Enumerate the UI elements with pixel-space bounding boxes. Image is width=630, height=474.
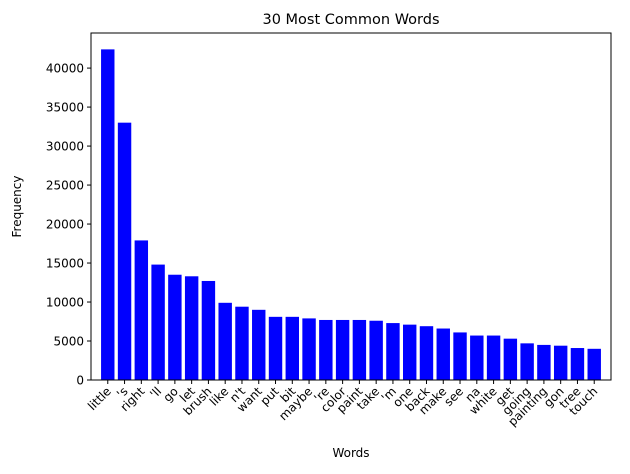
y-tick-label-1: 5000 (53, 335, 84, 349)
bar-12 (302, 318, 316, 380)
bar-28 (570, 348, 585, 380)
bar-18 (403, 324, 417, 380)
bar-4 (168, 274, 182, 380)
bar-20 (436, 328, 450, 380)
bar-25 (520, 343, 534, 380)
x-tick-label-21: see (441, 384, 466, 409)
bar-19 (419, 326, 434, 380)
bar-6 (201, 280, 216, 380)
y-tick-label-5: 25000 (46, 179, 84, 193)
bar-2 (134, 240, 149, 380)
y-axis: 0 5000 10000 15000 20000 25000 30000 35000 40000 (46, 62, 91, 388)
y-tick-label-3: 15000 (46, 257, 84, 271)
bar-7 (218, 302, 232, 380)
x-tick-label-0: little (85, 384, 114, 413)
y-axis-label: Frequency (10, 176, 24, 238)
bar-21 (453, 332, 467, 380)
y-tick-label-0: 0 (76, 374, 84, 388)
plot-frame (90, 32, 612, 381)
bar-3 (151, 264, 165, 380)
bar-9 (252, 309, 266, 380)
bar-1 (117, 122, 132, 381)
y-tick-label-6: 30000 (46, 140, 84, 154)
bar-27 (553, 345, 568, 380)
bar-13 (319, 319, 333, 380)
bar-23 (486, 335, 501, 380)
y-tick-label-4: 20000 (46, 218, 84, 232)
bar-10 (268, 316, 283, 380)
y-tick-label-8: 40000 (46, 62, 84, 76)
bar-14 (335, 319, 350, 380)
bar-15 (352, 319, 367, 380)
y-tick-label-2: 10000 (46, 296, 84, 310)
bar-0 (101, 49, 115, 380)
bar-17 (386, 323, 400, 380)
bars-group (101, 49, 601, 381)
bar-29 (587, 348, 601, 380)
bar-22 (470, 335, 484, 380)
x-axis: little'sright'llgoletbrushliken'twantput… (85, 380, 600, 429)
x-axis-label: Words (332, 446, 369, 460)
chart-title: 30 Most Common Words (262, 12, 439, 28)
bar-8 (235, 306, 249, 380)
bar-5 (184, 276, 199, 380)
bar-11 (285, 316, 299, 380)
y-tick-label-7: 35000 (46, 101, 84, 115)
bar-26 (537, 344, 551, 380)
bar-24 (503, 338, 518, 380)
bar-16 (369, 320, 383, 380)
